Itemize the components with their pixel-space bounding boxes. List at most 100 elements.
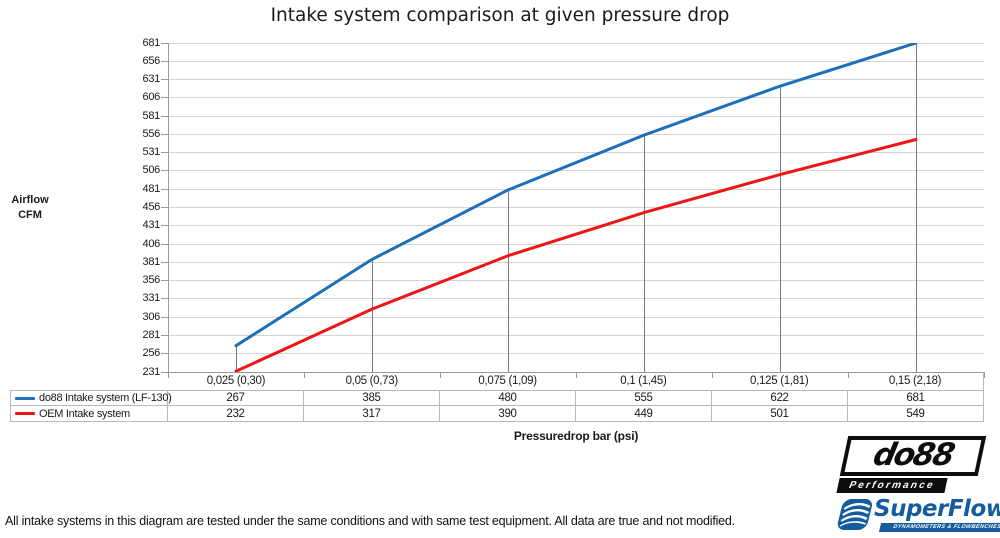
value-cell: 449 bbox=[576, 406, 712, 421]
y-axis-tick bbox=[161, 152, 168, 154]
data-table: 0,025 (0,30) 0,05 (0,73) 0,075 (1,09) 0,… bbox=[10, 372, 984, 422]
y-tick-label: 256 bbox=[142, 347, 161, 360]
value-cell: 681 bbox=[848, 391, 984, 405]
do88-logo: do88 Performance bbox=[836, 436, 987, 493]
superflow-wave-icon bbox=[837, 499, 873, 530]
category-tick bbox=[167, 372, 169, 378]
disclaimer-note: All intake systems in this diagram are t… bbox=[5, 514, 735, 528]
gridline bbox=[168, 207, 984, 208]
value-cell: 232 bbox=[168, 406, 304, 421]
y-axis-tick bbox=[161, 170, 168, 172]
y-axis-tick bbox=[161, 316, 168, 318]
category-tick bbox=[983, 372, 985, 378]
category-label: 0,025 (0,30) bbox=[206, 375, 266, 387]
y-tick-label: 481 bbox=[142, 182, 161, 195]
value-cell: 501 bbox=[712, 406, 848, 421]
drop-line bbox=[779, 86, 781, 372]
y-axis-tick bbox=[161, 133, 168, 135]
y-tick-label: 581 bbox=[142, 109, 161, 122]
y-axis-tick bbox=[161, 60, 168, 62]
legend-line-swatch-red bbox=[15, 412, 35, 415]
gridline bbox=[168, 334, 984, 336]
table-row-oem: OEM Intake system 232 317 390 449 501 54… bbox=[10, 406, 984, 422]
gridline bbox=[168, 133, 984, 135]
category-tick bbox=[439, 372, 441, 378]
y-axis-tick bbox=[161, 371, 168, 373]
gridline bbox=[168, 42, 984, 44]
y-tick-label: 681 bbox=[142, 36, 161, 49]
legend-label: do88 Intake system (LF-130) bbox=[39, 392, 172, 404]
superflow-wordmark: SuperFlow bbox=[874, 496, 1000, 522]
gridline bbox=[168, 170, 984, 172]
drop-line bbox=[371, 259, 373, 372]
y-axis-line bbox=[168, 43, 169, 373]
value-cell: 267 bbox=[168, 391, 304, 405]
y-tick-label: 456 bbox=[142, 201, 161, 213]
legend-item-do88: do88 Intake system (LF-130) bbox=[10, 391, 172, 405]
gridline bbox=[168, 60, 984, 62]
category-label: 0,05 (0,73) bbox=[345, 375, 399, 387]
y-tick-label: 531 bbox=[142, 146, 161, 159]
value-cell: 317 bbox=[304, 406, 440, 421]
y-axis-tick bbox=[161, 334, 168, 336]
gridline bbox=[168, 298, 984, 300]
category-tick bbox=[847, 372, 849, 378]
category-label: 0,15 (2,18) bbox=[847, 372, 984, 390]
y-tick-label: 431 bbox=[142, 219, 161, 232]
category-tick bbox=[711, 372, 713, 378]
y-axis-title: Airflow CFM bbox=[4, 193, 56, 223]
y-axis-tick bbox=[161, 280, 168, 282]
superflow-logo-text: SuperFlow™ bbox=[874, 496, 1000, 522]
do88-logo-subtext: Performance bbox=[836, 478, 948, 493]
y-tick-label: 656 bbox=[142, 54, 161, 67]
gridline bbox=[168, 225, 984, 227]
y-tick-label: 331 bbox=[142, 292, 161, 305]
gridline bbox=[168, 353, 984, 355]
y-tick-label: 506 bbox=[142, 164, 161, 177]
value-cell: 549 bbox=[848, 406, 984, 421]
table-row-do88: do88 Intake system (LF-130) 267 385 480 … bbox=[10, 390, 984, 406]
superflow-logo-subtext: DYNAMOMETERS & FLOWBENCHES bbox=[878, 523, 1000, 532]
value-cell: 555 bbox=[576, 391, 712, 405]
drop-line bbox=[235, 345, 237, 372]
gridline bbox=[168, 152, 984, 154]
do88-logo-text: do88 bbox=[870, 436, 957, 473]
legend-label: OEM Intake system bbox=[39, 407, 130, 420]
empty-corner-cell bbox=[10, 372, 168, 390]
legend-line-swatch-blue bbox=[15, 396, 35, 400]
superflow-logo: SuperFlow™ DYNAMOMETERS & FLOWBENCHES bbox=[832, 496, 1000, 538]
drop-line bbox=[643, 135, 645, 372]
gridline bbox=[168, 316, 984, 318]
gridline bbox=[168, 188, 984, 190]
series-lines bbox=[234, 43, 918, 372]
gridline bbox=[168, 280, 984, 282]
category-row: 0,025 (0,30) 0,05 (0,73) 0,075 (1,09) 0,… bbox=[10, 372, 984, 390]
plot-area: 681 656 631 606 581 556 531 506 481 456 431 406 381 3… bbox=[143, 37, 985, 378]
y-axis-tick bbox=[161, 353, 168, 355]
legend-item-oem: OEM Intake system bbox=[10, 406, 168, 421]
value-cell: 480 bbox=[440, 391, 576, 405]
y-axis-tick bbox=[161, 79, 168, 81]
y-axis-tick bbox=[161, 298, 168, 300]
category-label: 0,125 (1,81) bbox=[750, 375, 809, 387]
y-axis-tick bbox=[161, 243, 168, 245]
category-label: 0,075 (1,09) bbox=[478, 375, 537, 387]
y-axis-tick bbox=[161, 261, 168, 263]
y-tick-label: 381 bbox=[142, 255, 161, 268]
y-tick-label: 281 bbox=[142, 328, 161, 341]
category-label: 0,1 (1,45) bbox=[620, 375, 667, 387]
y-axis-tick bbox=[161, 42, 168, 44]
y-axis-tick bbox=[161, 188, 168, 190]
gridline bbox=[168, 97, 984, 99]
y-axis-title-line1: Airflow bbox=[11, 194, 49, 206]
y-axis-tick bbox=[161, 97, 168, 99]
chart-title: Intake system comparison at given pressu… bbox=[270, 5, 730, 26]
y-tick-label: 606 bbox=[142, 91, 161, 104]
y-tick-label: 231 bbox=[142, 365, 161, 378]
drop-line bbox=[507, 189, 509, 372]
do88-logo-box: do88 bbox=[839, 436, 987, 476]
x-axis-title: Pressuredrop bar (psi) bbox=[513, 429, 639, 443]
value-cell: 390 bbox=[440, 406, 576, 421]
value-cell: 385 bbox=[304, 391, 440, 405]
